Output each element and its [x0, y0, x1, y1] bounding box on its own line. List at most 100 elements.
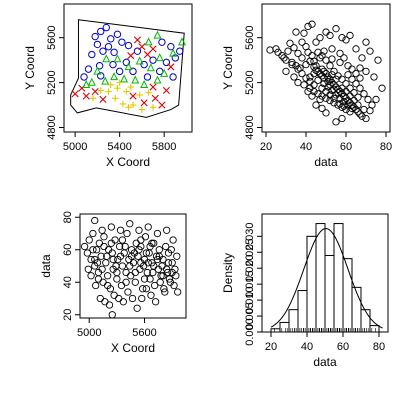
data-point — [158, 38, 166, 46]
data-point — [114, 85, 121, 92]
x-tick-label: 60 — [337, 341, 349, 353]
histogram-bar — [306, 235, 317, 333]
y-tick-label: 4800 — [46, 115, 58, 139]
data-point — [121, 242, 129, 251]
data-point — [362, 67, 370, 76]
data-point — [149, 104, 157, 111]
y-tick-label: 0.020 — [244, 254, 256, 282]
data-point — [107, 35, 115, 43]
border-polygon — [70, 19, 185, 118]
data-point — [156, 278, 164, 286]
data-point — [139, 285, 147, 293]
data-point — [110, 291, 118, 299]
data-point — [101, 76, 110, 85]
plot-frame — [79, 213, 187, 319]
data-point — [133, 304, 141, 312]
data-point — [318, 104, 326, 113]
data-point — [155, 246, 163, 254]
data-point — [91, 32, 99, 41]
histogram-bar — [315, 223, 326, 333]
data-point — [131, 278, 139, 286]
data-point — [98, 226, 106, 234]
y-tick-label: 40 — [62, 276, 74, 288]
data-point — [326, 62, 334, 70]
x-tick-label: 5000 — [77, 327, 101, 339]
data-point — [374, 56, 382, 64]
data-point — [326, 96, 334, 105]
data-point — [294, 78, 302, 87]
data-point — [92, 246, 101, 254]
data-point — [149, 56, 157, 64]
data-point — [119, 100, 127, 108]
data-point — [97, 87, 104, 94]
data-point — [129, 101, 137, 109]
data-point — [131, 75, 140, 84]
data-point — [342, 80, 350, 88]
data-point — [300, 81, 308, 89]
data-point — [89, 95, 97, 102]
data-point — [312, 38, 320, 46]
data-point — [133, 36, 142, 44]
histogram-bar — [351, 286, 362, 333]
x-tick-label: 5400 — [107, 141, 131, 153]
data-point — [155, 252, 163, 260]
data-point — [314, 48, 322, 56]
data-point — [137, 259, 145, 267]
data-point — [354, 101, 362, 109]
y-tick-label: 0.025 — [244, 239, 256, 267]
data-point — [344, 62, 352, 70]
data-point — [118, 236, 127, 244]
data-point — [177, 37, 186, 46]
data-point — [336, 100, 344, 108]
data-point — [93, 40, 102, 49]
data-point — [284, 47, 292, 55]
data-point — [338, 114, 346, 123]
data-point — [123, 229, 131, 238]
data-point — [342, 87, 350, 96]
data-point — [143, 268, 151, 277]
data-point — [151, 94, 159, 102]
data-point — [167, 63, 175, 71]
data-point — [161, 288, 169, 296]
data-point — [124, 288, 132, 296]
y-tick-label: 5600 — [244, 25, 256, 49]
data-point — [304, 22, 312, 31]
data-point — [176, 47, 184, 55]
data-point — [308, 20, 316, 28]
data-point — [125, 104, 132, 111]
data-point — [126, 220, 134, 228]
data-point — [150, 262, 158, 270]
data-point — [364, 95, 372, 104]
data-point — [137, 236, 145, 244]
data-point — [322, 28, 330, 36]
data-point — [118, 38, 126, 46]
x-tick-label: 5800 — [152, 141, 176, 153]
histogram-bar — [297, 290, 308, 333]
data-point — [91, 87, 99, 96]
data-point — [151, 281, 159, 290]
y-tick-label: 5600 — [46, 25, 58, 49]
data-point — [310, 63, 318, 71]
data-point — [129, 67, 137, 76]
data-point — [127, 52, 135, 60]
y-tick-label: 4800 — [244, 115, 256, 139]
data-point — [118, 262, 127, 270]
data-point — [140, 99, 148, 107]
data-point — [336, 58, 344, 67]
data-point — [138, 294, 146, 303]
x-axis-label: data — [313, 355, 337, 369]
data-point — [324, 77, 332, 86]
data-point — [145, 89, 152, 96]
data-point — [160, 285, 168, 293]
data-point — [350, 96, 358, 105]
data-point — [151, 298, 160, 306]
data-point — [328, 71, 336, 79]
data-point — [87, 77, 96, 86]
data-point — [109, 60, 117, 69]
data-point — [102, 54, 111, 63]
data-point — [346, 31, 354, 40]
x-tick-label: 80 — [373, 341, 385, 353]
data-point — [123, 88, 130, 95]
data-point — [360, 90, 368, 98]
data-point — [115, 242, 124, 251]
